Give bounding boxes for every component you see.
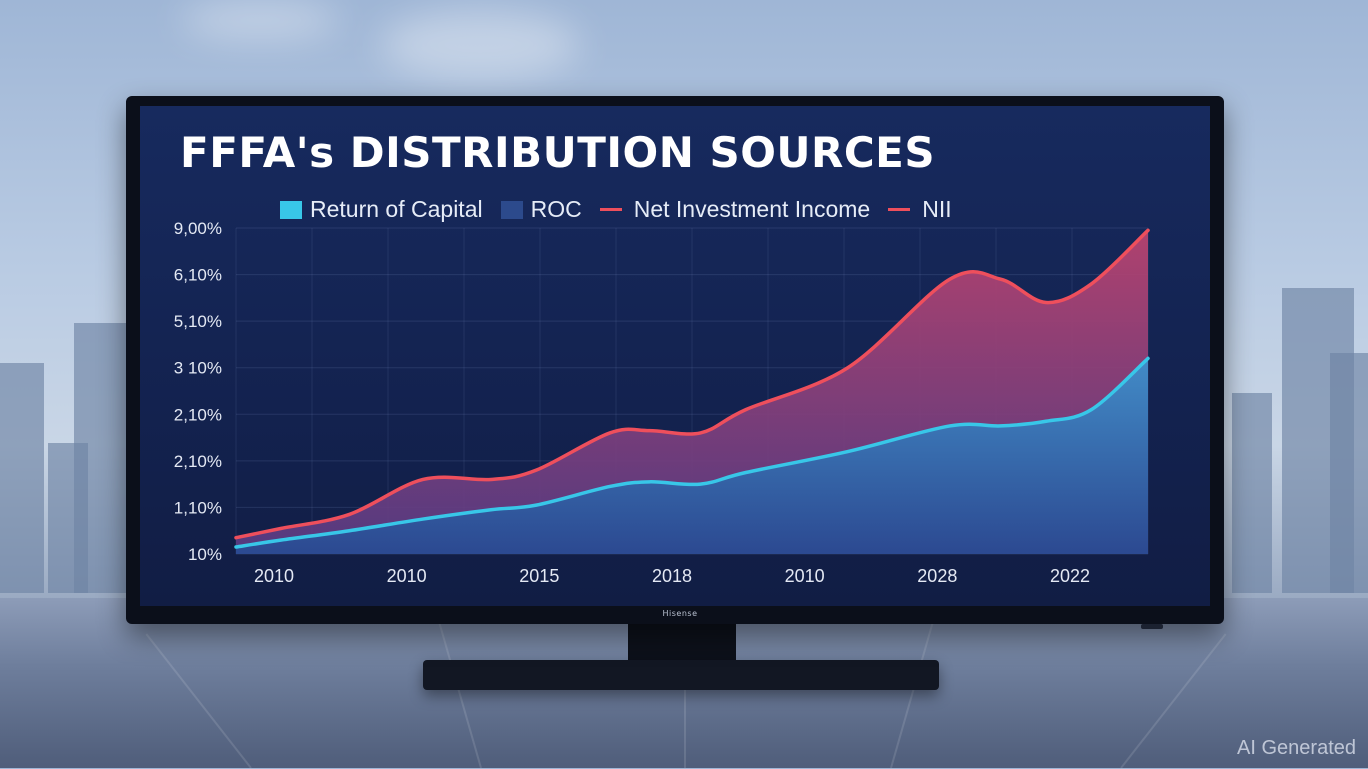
- series-line-net-investment-income: [234, 228, 1150, 540]
- legend-item-roc: ROC: [500, 196, 582, 223]
- chart-lines: [234, 228, 1150, 549]
- series-line-return-of-capital: [234, 356, 1150, 549]
- legend-swatch-return-of-capital: [280, 200, 302, 219]
- monitor-brand-label: Hisense: [662, 609, 698, 618]
- legend-item-net-investment-income: Net Investment Income: [599, 196, 871, 223]
- city-building: [0, 363, 44, 593]
- legend-line-nii: [888, 208, 911, 211]
- x-tick-label: 2028: [917, 566, 957, 586]
- x-tick-label: 2015: [519, 566, 559, 586]
- y-tick-label: 1,10%: [174, 498, 222, 517]
- city-building: [74, 323, 126, 593]
- y-tick-label: 2,10%: [174, 452, 222, 471]
- legend-label: Net Investment Income: [633, 196, 871, 222]
- watermark: AI Generated: [1237, 737, 1356, 759]
- y-tick-label: 2,10%: [174, 405, 222, 424]
- chart-areas: [236, 230, 1148, 554]
- monitor-stand-base: [423, 660, 939, 690]
- legend-item-return-of-capital: Return of Capital: [280, 196, 483, 223]
- legend-item-nii: NII: [888, 196, 952, 223]
- x-tick-label: 2018: [652, 566, 692, 586]
- y-tick-label: 5,10%: [174, 312, 222, 331]
- x-tick-label: 2022: [1050, 566, 1090, 586]
- area-chart: 10% 1,10% 2,10% 2,10% 3 10% 5,10% 6,10% 9,00% 2…: [174, 219, 1150, 586]
- monitor: FFFA's DISTRIBUTION SOURCES Return of Ca…: [126, 96, 1224, 624]
- legend-swatch-roc: [500, 200, 523, 219]
- y-axis-ticks: 10% 1,10% 2,10% 2,10% 3 10% 5,10% 6,10% 9,00%: [174, 219, 222, 564]
- legend-label: ROC: [530, 196, 582, 222]
- x-axis-ticks: 2010 2010 2015 2018 2010 2028 2022: [254, 566, 1090, 586]
- chart-title: FFFA's DISTRIBUTION SOURCES: [180, 128, 936, 177]
- x-tick-label: 2010: [254, 566, 294, 586]
- y-tick-label: 9,00%: [174, 219, 222, 238]
- y-tick-label: 3 10%: [174, 359, 222, 378]
- y-tick-label: 10%: [188, 545, 222, 564]
- power-indicator: [1141, 624, 1163, 629]
- monitor-screen: FFFA's DISTRIBUTION SOURCES Return of Ca…: [140, 106, 1210, 606]
- x-tick-label: 2010: [785, 566, 825, 586]
- legend-label: Return of Capital: [310, 196, 483, 222]
- y-tick-label: 6,10%: [174, 266, 222, 285]
- cloud: [180, 0, 340, 40]
- cloud: [380, 10, 580, 80]
- chart-legend: Return of Capital ROC Net Investment Inc…: [280, 196, 970, 223]
- legend-line-net-investment-income: [599, 208, 622, 211]
- legend-label: NII: [922, 196, 952, 222]
- area-return-of-capital: [236, 358, 1148, 554]
- city-building: [1232, 393, 1272, 593]
- x-tick-label: 2010: [387, 566, 427, 586]
- city-building: [1330, 353, 1368, 593]
